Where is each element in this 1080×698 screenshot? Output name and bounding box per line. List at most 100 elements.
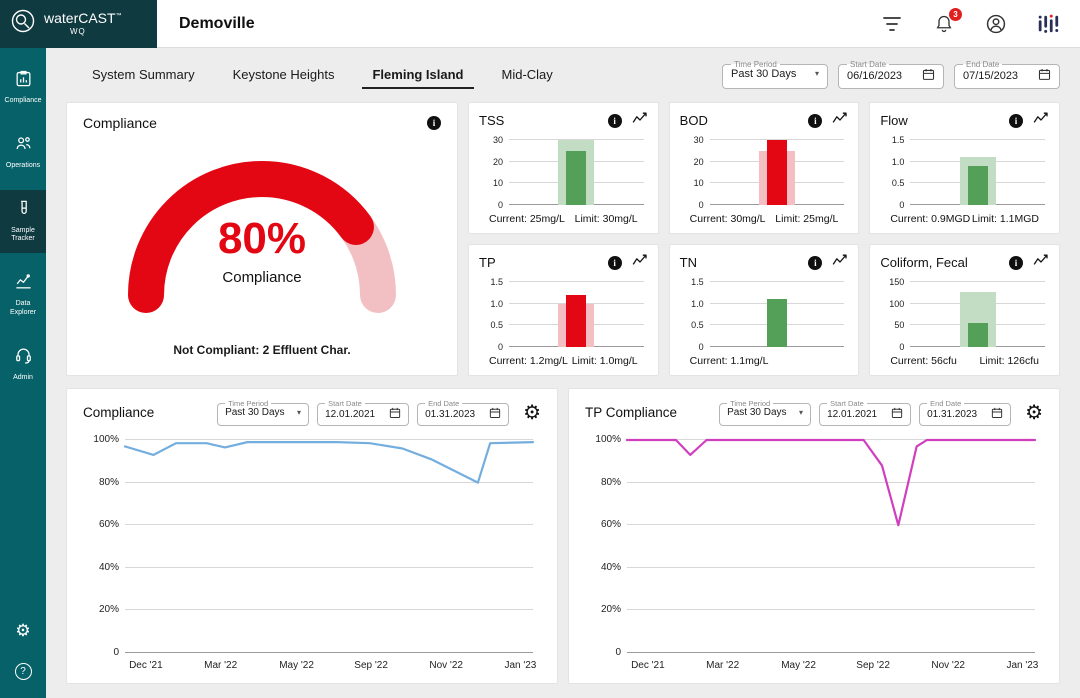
y-tick-label: 20% <box>98 604 119 616</box>
sidebar-item-operations[interactable]: Operations <box>0 125 46 180</box>
gridline: 30 <box>493 135 644 145</box>
end-date-input[interactable]: End Date 07/15/2023 <box>954 59 1060 89</box>
metric-card-tp: TP i 1.5 1.0 0.5 0 Current: 1.2mg/L Limit: … <box>468 244 659 376</box>
sidebar-item-data-explorer[interactable]: Data Explorer <box>0 263 46 327</box>
notifications-button[interactable]: 3 <box>932 7 962 36</box>
metric-bar-chart: 30 20 10 0 <box>694 135 845 210</box>
current-bar <box>766 299 787 347</box>
x-tick-label: Dec '21 <box>631 660 665 671</box>
trend-chart-icon[interactable] <box>1033 111 1049 130</box>
info-icon[interactable]: i <box>427 116 441 130</box>
metric-card-tn: TN i 1.5 1.0 0.5 0 Current: 1.1mg/L <box>668 244 860 376</box>
time-period-select[interactable]: Time Period Past 30 Days ▾ <box>217 399 310 426</box>
sidebar-item-label: Data Explorer <box>9 300 37 316</box>
metric-card-tss: TSS i 30 20 10 0 Current: 25mg/L Limit: 30m… <box>468 102 659 234</box>
operations-icon <box>14 134 33 158</box>
gauge-value: 80% <box>217 214 307 263</box>
start-date-input[interactable]: Start Date 06/16/2023 <box>838 59 944 89</box>
y-tick-label: 0 <box>899 200 905 210</box>
main-content: System Summary Keystone Heights Fleming Is… <box>46 48 1080 698</box>
info-icon[interactable]: i <box>1009 255 1023 270</box>
info-icon[interactable]: i <box>808 255 823 270</box>
y-tick-label: 0.5 <box>891 178 905 189</box>
tab-mid-clay[interactable]: Mid-Clay <box>501 66 553 82</box>
y-tick-label: 30 <box>492 135 503 145</box>
trend-chart-icon[interactable] <box>832 253 848 272</box>
y-tick-label: 1.5 <box>490 277 503 287</box>
card-title: TP <box>479 255 496 270</box>
tab-fleming-island[interactable]: Fleming Island <box>362 60 474 89</box>
start-date-input[interactable]: Start Date 12.01.2021 <box>819 399 912 426</box>
settings-gear-icon[interactable]: ⚙ <box>1025 401 1043 424</box>
brand-logo[interactable]: waterCAST™ WQ <box>0 0 157 48</box>
account-button[interactable] <box>984 12 1008 36</box>
gridline: 20% <box>99 604 533 615</box>
limit-value: Limit: 126cfu <box>979 355 1039 367</box>
global-filters: Time Period Past 30 Days ▾ Start Date 06/… <box>722 59 1060 89</box>
bar-group <box>959 282 996 347</box>
y-tick-label: 0 <box>497 200 503 210</box>
gridline: 30 <box>694 135 845 145</box>
time-period-select[interactable]: Time Period Past 30 Days ▾ <box>719 399 812 426</box>
compliance-gauge-card: Compliance i 80% Compliance Not Complian… <box>66 102 458 376</box>
y-tick-label: 80% <box>600 476 621 488</box>
x-tick-label: Sep '22 <box>856 660 890 671</box>
y-tick-label: 100 <box>889 298 905 309</box>
info-icon[interactable]: i <box>1009 113 1023 128</box>
trend-chart-icon[interactable] <box>832 111 848 130</box>
y-tick-label: 1.0 <box>490 298 503 309</box>
start-date-input[interactable]: Start Date 12.01.2021 <box>317 399 410 426</box>
sidebar-item-compliance[interactable]: Compliance <box>0 60 46 115</box>
time-period-value: Past 30 Days <box>731 67 797 80</box>
brand-sub: WQ <box>70 27 86 36</box>
info-icon[interactable]: i <box>607 255 622 270</box>
calendar-icon <box>991 407 1003 422</box>
y-tick-label: 0 <box>698 200 704 210</box>
trend-chart-icon[interactable] <box>632 253 648 272</box>
y-tick-label: 0 <box>113 647 119 658</box>
current-value: Current: 56cfu <box>890 355 957 367</box>
settings-gear-icon[interactable]: ⚙ <box>15 621 31 640</box>
filter-button[interactable] <box>880 12 904 36</box>
company-logo-icon <box>1036 12 1060 36</box>
y-tick-label: 0.5 <box>691 320 704 331</box>
card-title: Flow <box>880 113 908 128</box>
end-date-input[interactable]: End Date 01.31.2023 <box>919 399 1012 426</box>
sidebar-nav: Compliance Operations Sample Tracker Dat… <box>0 60 46 401</box>
sidebar-item-sample-tracker[interactable]: Sample Tracker <box>0 189 46 253</box>
help-icon[interactable]: ? <box>14 663 32 680</box>
info-icon[interactable]: i <box>607 113 622 128</box>
info-icon[interactable]: i <box>808 113 823 128</box>
gridline: 60% <box>99 519 533 530</box>
x-tick-label: Jan '23 <box>504 660 537 671</box>
gauge-caption: Compliance <box>222 269 302 286</box>
start-date-value: 12.01.2021 <box>827 409 878 420</box>
trend-chart-icon[interactable] <box>1033 253 1049 272</box>
gridline: 40% <box>601 562 1035 573</box>
compliance-line-chart: 100% 80% 60% 40% 20% 0 <box>93 434 533 658</box>
y-tick-label: 10 <box>693 178 704 189</box>
start-date-label: Start Date <box>850 59 887 69</box>
metric-bar-chart: 1.5 1.0 0.5 0 <box>691 277 845 352</box>
calendar-icon <box>1038 68 1051 84</box>
time-period-select[interactable]: Time Period Past 30 Days ▾ <box>722 59 828 89</box>
sidebar-item-admin[interactable]: Admin <box>0 337 46 392</box>
gridline: 100% <box>93 434 533 445</box>
y-tick-label: 0 <box>698 342 704 352</box>
x-tick-label: Mar '22 <box>204 660 238 671</box>
y-tick-label: 30 <box>693 135 704 145</box>
current-value: Current: 25mg/L <box>489 213 565 225</box>
tab-system-summary[interactable]: System Summary <box>92 66 195 82</box>
card-title: Compliance <box>83 405 155 420</box>
tp-compliance-trend-card: TP Compliance Time Period Past 30 Days ▾ … <box>568 388 1060 684</box>
gridline: 0 <box>113 647 533 658</box>
tab-keystone-heights[interactable]: Keystone Heights <box>232 66 335 82</box>
gridline: 0 <box>615 647 1035 658</box>
current-value: Current: 1.2mg/L <box>489 355 568 367</box>
gridline: 1.5 <box>892 135 1045 145</box>
x-tick-label: May '22 <box>279 660 314 671</box>
trend-chart-icon[interactable] <box>632 111 648 130</box>
y-tick-label: 20 <box>492 156 503 167</box>
end-date-input[interactable]: End Date 01.31.2023 <box>417 399 510 426</box>
settings-gear-icon[interactable]: ⚙ <box>523 401 541 424</box>
